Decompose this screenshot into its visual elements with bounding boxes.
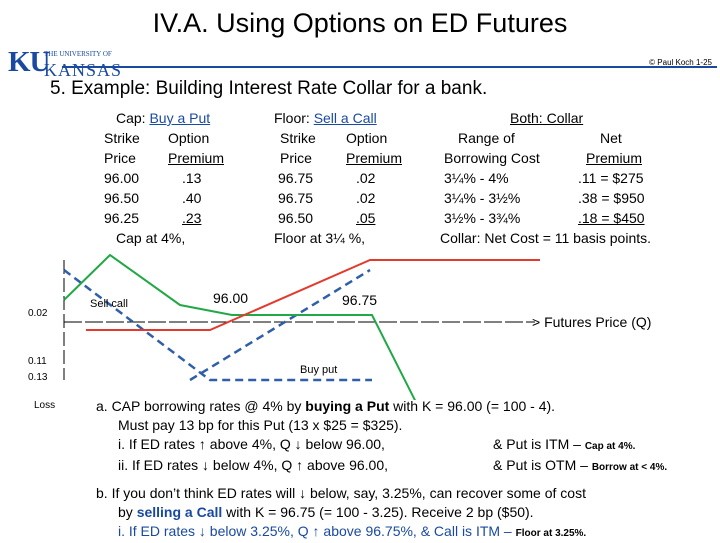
cap-row: 96.50.40 <box>104 190 202 206</box>
payoff-diagram <box>63 253 540 400</box>
header-rule <box>62 66 717 68</box>
ku-logo: KU THE UNIVERSITY OF KANSAS <box>8 46 121 80</box>
cap-row: 96.00.13 <box>104 170 202 186</box>
buy-put-label: Buy put <box>300 364 338 376</box>
floor-footer: Floor at 3¼ %, <box>274 230 366 246</box>
collar-footer: Collar: Net Cost = 11 basis points. <box>440 230 652 246</box>
buying-put-text: buying a Put <box>305 398 390 414</box>
floor-col2-head2: Premium <box>346 150 403 166</box>
collar-row: 3¼% - 3½% .38 = $950 <box>444 190 645 206</box>
slide-title: IV.A. Using Options on ED Futures <box>152 8 568 38</box>
note-a: a. CAP borrowing rates @ 4% by buying a … <box>96 398 668 473</box>
floor-header-action: Sell a Call <box>313 110 377 126</box>
floor-row: 96.50.05 <box>278 210 376 226</box>
y-label-loss: Loss <box>34 400 56 411</box>
y-label-002: 0.02 <box>28 308 48 319</box>
cap-footer: Cap at 4%, <box>116 230 186 246</box>
collar-col1-head1: Range of <box>458 130 515 146</box>
cap-col1-head1: Strike <box>104 130 140 146</box>
floor-header-label: Floor: <box>274 110 310 126</box>
cap-col2-head2: Premium <box>168 150 225 166</box>
x-axis-label: > Futures Price (Q) <box>532 314 652 330</box>
cap-header-label: Cap: <box>116 110 146 126</box>
y-label-013: 0.13 <box>28 372 48 383</box>
collar-col1-head2: Borrowing Cost <box>444 150 540 166</box>
selling-call-text: selling a Call <box>136 504 223 520</box>
logo-kansas: KANSAS <box>44 60 123 80</box>
cap-row: 96.25.23 <box>104 210 202 226</box>
floor-col2-head1: Option <box>346 130 388 146</box>
note-b: b. If you don’t think ED rates will ↓ be… <box>96 485 587 539</box>
cap-table: Cap: Buy a Put Strike Option Price Premium… <box>104 108 244 248</box>
slide-subtitle: 5. Example: Building Interest Rate Colla… <box>50 78 488 99</box>
put-payoff-line <box>63 269 372 382</box>
cap-col1-head2: Price <box>104 150 136 166</box>
collar-row: 3¼% - 4% .11 = $275 <box>444 170 644 186</box>
floor-row: 96.75.02 <box>278 170 376 186</box>
strike-right-label: 96.75 <box>342 292 378 308</box>
collar-col2-head2: Premium <box>586 150 643 166</box>
logo-small-text: THE UNIVERSITY OF <box>44 50 112 58</box>
collar-table: Both: Collar Range of Net Borrowing Cost P… <box>440 108 690 248</box>
sell-call-label: Sell call <box>90 298 128 310</box>
collar-payoff-line <box>86 259 540 331</box>
floor-row: 96.75.02 <box>278 190 376 206</box>
collar-row: 3½% - 3¾% .18 = $450 <box>444 210 645 226</box>
strike-left-label: 96.00 <box>213 290 249 306</box>
put-payoff-line-2 <box>189 268 371 382</box>
floor-table: Floor: Sell a Call Strike Option Price Pre… <box>274 108 414 248</box>
cap-header-action: Buy a Put <box>149 110 211 126</box>
logo-mark: KU <box>8 46 50 78</box>
copyright: © Paul Koch 1-25 <box>649 58 712 67</box>
call-payoff-line <box>63 253 416 400</box>
y-label-011: 0.11 <box>28 356 47 367</box>
floor-col1-head1: Strike <box>280 130 316 146</box>
cap-col2-head1: Option <box>168 130 210 146</box>
collar-col2-head1: Net <box>600 130 622 146</box>
floor-col1-head2: Price <box>280 150 312 166</box>
collar-header: Both: Collar <box>510 110 584 126</box>
